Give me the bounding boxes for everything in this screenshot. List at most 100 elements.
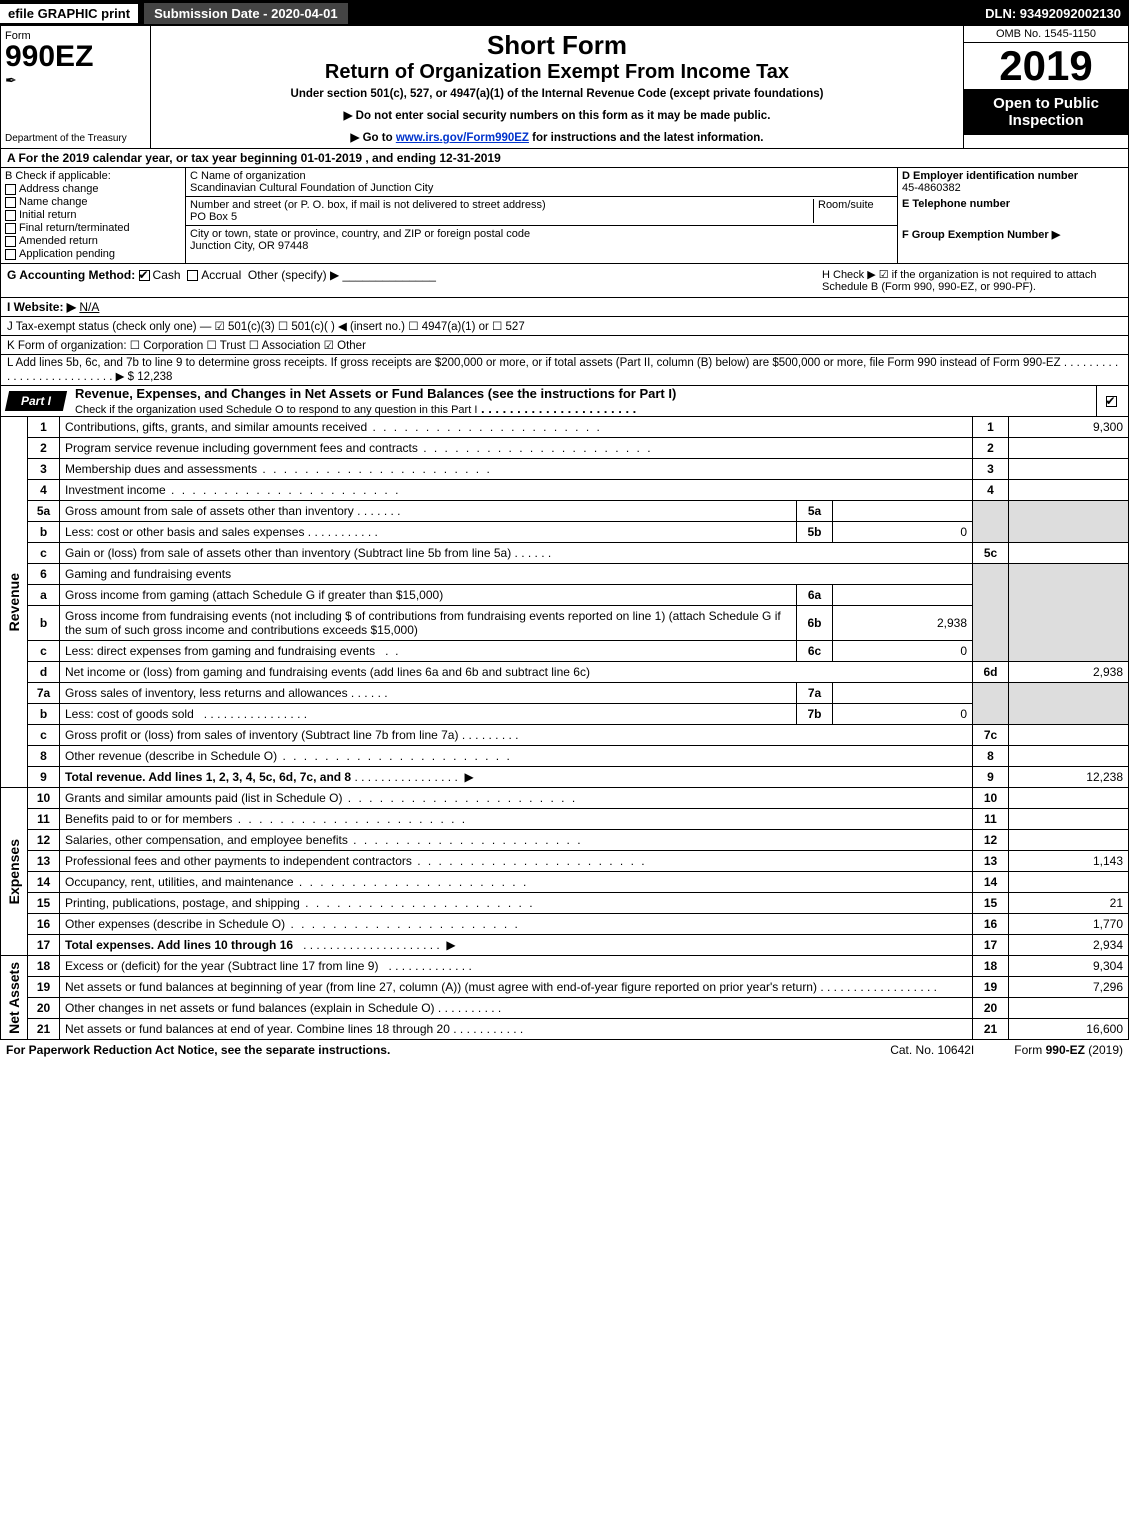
coln-14: 14 [973,872,1009,893]
lno-12: 12 [28,830,60,851]
coln-6d: 6d [973,662,1009,683]
lno-6a: a [28,585,60,606]
l11-val [1009,809,1129,830]
header-right: OMB No. 1545-1150 2019 Open to Public In… [963,26,1128,148]
l6b-desc: Gross income from fundraising events (no… [60,606,797,641]
chk-cash[interactable] [139,270,150,281]
i-value: N/A [79,300,99,314]
l6a-sub [833,585,973,606]
coln-10: 10 [973,788,1009,809]
accrual-label: Accrual [201,268,241,282]
l21-val: 16,600 [1009,1019,1129,1040]
l17-val: 2,934 [1009,935,1129,956]
chk-address-change[interactable]: Address change [5,183,181,195]
subn-6b: 6b [797,606,833,641]
c-room-label: Room/suite [813,199,893,223]
c-name-label: C Name of organization [190,170,893,182]
lno-7b: b [28,704,60,725]
c-city-value: Junction City, OR 97448 [190,240,893,252]
chk-amended-return[interactable]: Amended return [5,235,181,247]
lno-8: 8 [28,746,60,767]
l6d-desc: Net income or (loss) from gaming and fun… [60,662,973,683]
l5c-val [1009,543,1129,564]
revenue-side-label: Revenue [6,573,22,631]
lno-13: 13 [28,851,60,872]
part1-header: Part I Revenue, Expenses, and Changes in… [0,386,1129,417]
coln-13: 13 [973,851,1009,872]
l16-val: 1,770 [1009,914,1129,935]
l12-val [1009,830,1129,851]
l8-val [1009,746,1129,767]
l21-desc: Net assets or fund balances at end of ye… [65,1022,450,1036]
chk-final-return[interactable]: Final return/terminated [5,222,181,234]
l16-desc: Other expenses (describe in Schedule O) [65,917,285,931]
department: Department of the Treasury [5,133,146,144]
cash-label: Cash [153,268,181,282]
row-g-h: G Accounting Method: Cash Accrual Other … [0,264,1129,298]
l14-desc: Occupancy, rent, utilities, and maintena… [65,875,294,889]
subn-5a: 5a [797,501,833,522]
part1-checkbox[interactable] [1106,396,1117,407]
omb-number: OMB No. 1545-1150 [964,26,1128,43]
l-value: 12,238 [137,371,172,383]
l6c-sub: 0 [833,641,973,662]
coln-4: 4 [973,480,1009,501]
coln-12: 12 [973,830,1009,851]
l6-desc: Gaming and fundraising events [60,564,973,585]
subtitle: Under section 501(c), 527, or 4947(a)(1)… [159,88,955,100]
lno-17: 17 [28,935,60,956]
coln-21: 21 [973,1019,1009,1040]
title-short-form: Short Form [159,30,955,61]
i-label: I Website: ▶ [7,300,76,314]
l18-desc: Excess or (deficit) for the year (Subtra… [65,959,378,973]
lno-6b: b [28,606,60,641]
d-ein-value: 45-4860382 [902,182,1124,194]
lno-18: 18 [28,956,60,977]
c-name-value: Scandinavian Cultural Foundation of Junc… [190,182,893,194]
c-addr-label: Number and street (or P. O. box, if mail… [190,199,813,211]
submission-date: Submission Date - 2020-04-01 [144,3,348,24]
l4-desc: Investment income [65,483,166,497]
chk-application-pending[interactable]: Application pending [5,248,181,260]
netassets-side-label: Net Assets [6,962,22,1034]
coln-18: 18 [973,956,1009,977]
chk-name-change[interactable]: Name change [5,196,181,208]
l9-desc: Total revenue. Add lines 1, 2, 3, 4, 5c,… [65,770,351,784]
l17-desc: Total expenses. Add lines 10 through 16 [65,938,293,952]
l6d-val: 2,938 [1009,662,1129,683]
f-group-label: F Group Exemption Number ▶ [902,228,1124,241]
l3-desc: Membership dues and assessments [65,462,257,476]
warning: ▶ Do not enter social security numbers o… [159,108,955,122]
l1-desc: Contributions, gifts, grants, and simila… [65,420,367,434]
l4-val [1009,480,1129,501]
section-b: B Check if applicable: Address change Na… [1,168,186,263]
l2-desc: Program service revenue including govern… [65,441,418,455]
lno-7c: c [28,725,60,746]
l5b-sub: 0 [833,522,973,543]
open-to-public: Open to Public Inspection [964,89,1128,135]
lno-11: 11 [28,809,60,830]
subn-6c: 6c [797,641,833,662]
row-i: I Website: ▶ N/A [0,298,1129,317]
l18-val: 9,304 [1009,956,1129,977]
l13-val: 1,143 [1009,851,1129,872]
row-k: K Form of organization: ☐ Corporation ☐ … [0,336,1129,355]
coln-7c: 7c [973,725,1009,746]
coln-2: 2 [973,438,1009,459]
l6c-desc: Less: direct expenses from gaming and fu… [65,644,375,658]
chk-initial-return[interactable]: Initial return [5,209,181,221]
l5b-desc: Less: cost or other basis and sales expe… [65,525,304,539]
l7a-desc: Gross sales of inventory, less returns a… [65,686,348,700]
l11-desc: Benefits paid to or for members [65,812,232,826]
l7b-desc: Less: cost of goods sold [65,707,194,721]
part1-table: Revenue 1 Contributions, gifts, grants, … [0,417,1129,1040]
tax-year: 2019 [964,43,1128,89]
g-label: G Accounting Method: [7,268,135,282]
l3-val [1009,459,1129,480]
chk-accrual[interactable] [187,270,198,281]
footer-right: Form 990-EZ (2019) [1014,1043,1123,1057]
subn-6a: 6a [797,585,833,606]
coln-15: 15 [973,893,1009,914]
section-c: C Name of organization Scandinavian Cult… [186,168,898,263]
irs-link[interactable]: www.irs.gov/Form990EZ [396,132,529,144]
